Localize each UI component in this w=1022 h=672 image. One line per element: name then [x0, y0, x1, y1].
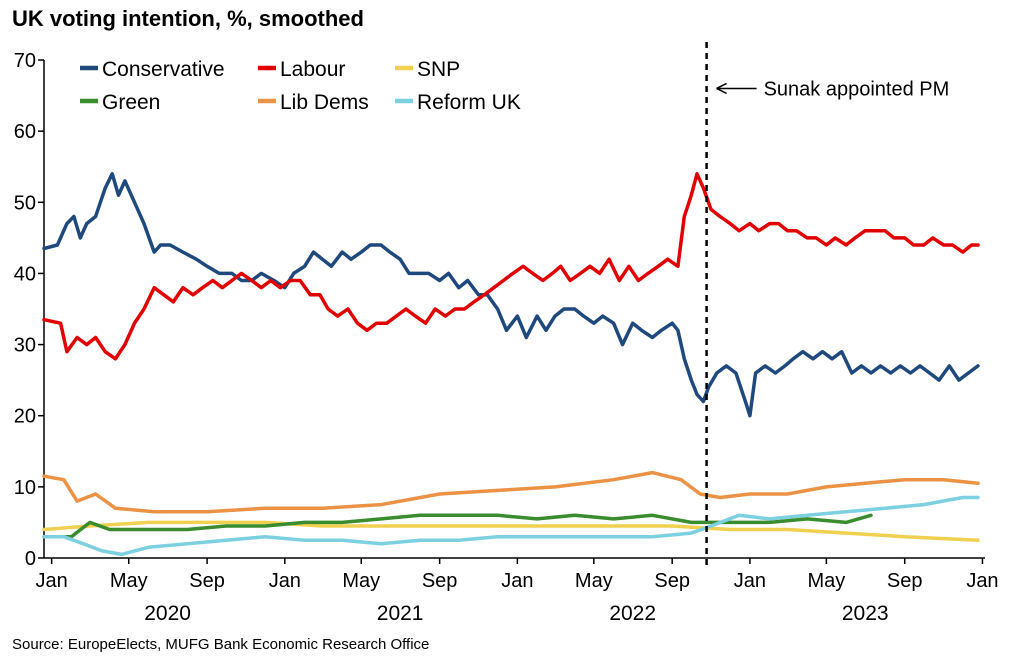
chart-title: UK voting intention, %, smoothed — [12, 6, 364, 31]
y-tick-label: 10 — [14, 477, 36, 499]
series-layer — [42, 172, 980, 557]
year-label: 2020 — [144, 602, 191, 625]
x-tick-label: Sep — [654, 570, 690, 592]
year-label: 2021 — [377, 602, 424, 625]
legend-label-labour: Labour — [280, 58, 345, 81]
annotation-arrow-head — [716, 82, 727, 95]
axes: 0 10 20 30 40 50 60 70 Jan May Sep Jan May Sep Jan May S… — [14, 50, 999, 625]
x-tick-label: Jan — [734, 570, 766, 592]
series-line-conservative — [42, 172, 980, 418]
legend-label-snp: SNP — [417, 58, 460, 81]
y-tick-label: 60 — [14, 121, 36, 143]
x-tick-label: Jan — [269, 570, 301, 592]
chart-source: Source: EuropeElects, MUFG Bank Economic… — [12, 636, 430, 653]
series-line-reform-uk — [42, 495, 980, 557]
x-tick-label: Sep — [189, 570, 225, 592]
x-tick-label: Sep — [887, 570, 923, 592]
y-tick-label: 70 — [14, 50, 36, 72]
x-tick-label: May — [575, 570, 613, 592]
legend-label-green: Green — [102, 91, 160, 114]
x-tick-label: Jan — [966, 570, 998, 592]
year-label: 2022 — [609, 602, 656, 625]
x-tick-label: Jan — [501, 570, 533, 592]
year-label: 2023 — [842, 602, 889, 625]
legend: Conservative Labour SNP Green Lib Dems Reform… — [80, 58, 521, 114]
annotation-label: Sunak appointed PM — [764, 78, 950, 100]
series-line-snp — [42, 520, 980, 542]
x-tick-label: May — [110, 570, 148, 592]
series-line-labour — [42, 172, 980, 361]
series-line-green — [42, 513, 873, 539]
y-tick-label: 40 — [14, 263, 36, 285]
annotation: Sunak appointed PM — [705, 42, 950, 566]
y-tick-label: 30 — [14, 335, 36, 357]
legend-label-conservative: Conservative — [102, 58, 225, 81]
series-line-lib-dems — [42, 470, 980, 514]
x-tick-label: Sep — [422, 570, 458, 592]
x-tick-label: Jan — [36, 570, 68, 592]
legend-label-lib-dems: Lib Dems — [280, 91, 369, 114]
x-tick-label: May — [342, 570, 380, 592]
y-tick-label: 0 — [25, 548, 36, 570]
y-tick-label: 50 — [14, 192, 36, 214]
x-tick-label: May — [807, 570, 845, 592]
y-tick-label: 20 — [14, 406, 36, 428]
legend-label-reform-uk: Reform UK — [417, 91, 521, 114]
